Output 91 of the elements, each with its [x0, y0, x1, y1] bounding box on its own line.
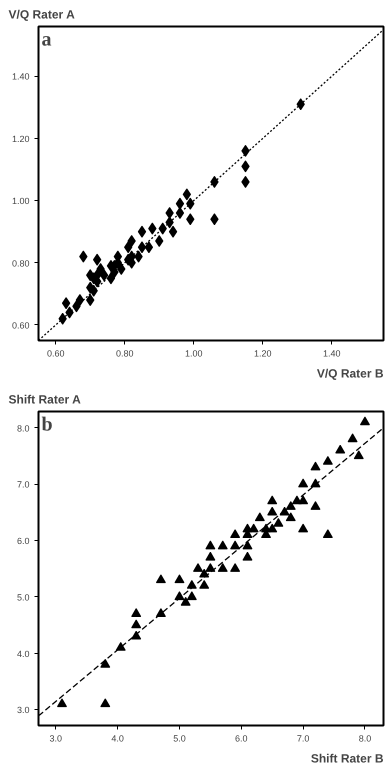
y-tick-label: 3.0	[16, 705, 30, 716]
y-tick-label: 1.40	[12, 72, 30, 82]
y-tick-label: 0.80	[12, 258, 30, 268]
x-axis-title: Shift Rater B	[310, 752, 384, 766]
point	[230, 529, 240, 538]
point	[218, 540, 228, 550]
point	[218, 563, 228, 572]
point	[100, 698, 110, 708]
point	[205, 563, 216, 572]
y-tick-label: 4.0	[16, 648, 30, 659]
point	[176, 207, 184, 220]
point	[148, 222, 157, 235]
point	[62, 297, 70, 310]
y-axis-title: V/Q Rater A	[8, 8, 76, 22]
point	[100, 269, 108, 282]
point	[199, 580, 210, 589]
point	[210, 213, 219, 226]
point	[131, 619, 142, 628]
point	[168, 226, 178, 238]
point	[310, 462, 320, 470]
x-tick-label: 0.80	[116, 348, 134, 358]
x-tick-label: 8.0	[358, 734, 372, 744]
point	[230, 540, 240, 550]
point	[286, 512, 296, 522]
point	[310, 501, 320, 510]
point	[138, 226, 146, 238]
point	[322, 456, 333, 465]
point	[79, 250, 88, 263]
point	[298, 478, 308, 488]
point	[131, 608, 142, 617]
x-axis-title: V/Q Rater B	[316, 366, 384, 380]
point	[354, 450, 364, 460]
point	[242, 540, 252, 550]
point	[92, 254, 102, 266]
x-tick-label: 0.60	[46, 348, 65, 358]
point	[156, 574, 166, 584]
point	[186, 580, 197, 589]
x-tick-label: 1.20	[254, 348, 272, 358]
annotation: a	[42, 28, 52, 50]
point	[298, 524, 308, 532]
y-tick-label: 5.0	[16, 592, 30, 602]
point	[65, 306, 74, 319]
annotation: b	[42, 414, 53, 436]
point	[241, 176, 250, 188]
point	[241, 144, 250, 157]
x-tick-label: 1.40	[322, 348, 341, 358]
point	[241, 160, 250, 172]
x-tick-label: 3.0	[50, 734, 62, 744]
point	[310, 478, 320, 488]
point	[267, 506, 278, 516]
point	[58, 312, 67, 325]
point	[186, 591, 197, 600]
y-tick-label: 1.20	[12, 134, 30, 144]
x-tick-label: 5.0	[173, 734, 186, 744]
point	[267, 495, 278, 504]
y-tick-label: 7.0	[16, 480, 30, 490]
y-axis-title: Shift Rater A	[8, 392, 82, 406]
y-tick-label: 1.00	[12, 196, 30, 206]
point	[360, 416, 370, 426]
point	[180, 596, 191, 606]
point	[165, 216, 174, 228]
point	[205, 552, 216, 561]
y-tick-label: 6.0	[16, 536, 30, 546]
point	[205, 540, 216, 550]
point	[242, 552, 252, 561]
point	[176, 198, 184, 210]
point	[56, 698, 67, 708]
point	[106, 272, 116, 284]
point	[210, 176, 219, 188]
x-tick-label: 1.00	[184, 348, 203, 358]
point	[193, 563, 204, 572]
point	[165, 207, 174, 220]
point	[322, 529, 333, 538]
point	[273, 518, 284, 527]
point	[100, 658, 110, 668]
y-tick-label: 8.0	[16, 423, 30, 434]
point	[127, 235, 136, 248]
point	[230, 563, 240, 572]
point	[254, 512, 265, 522]
y-tick-label: 0.60	[12, 320, 30, 330]
x-tick-label: 7.0	[296, 734, 310, 744]
point	[138, 241, 146, 254]
point	[134, 250, 143, 263]
point	[72, 300, 81, 312]
point	[144, 241, 154, 254]
point	[182, 188, 192, 200]
point	[335, 444, 346, 454]
x-tick-label: 4.0	[111, 734, 124, 744]
point	[174, 574, 184, 584]
x-tick-label: 6.0	[235, 734, 248, 744]
point	[348, 433, 358, 442]
